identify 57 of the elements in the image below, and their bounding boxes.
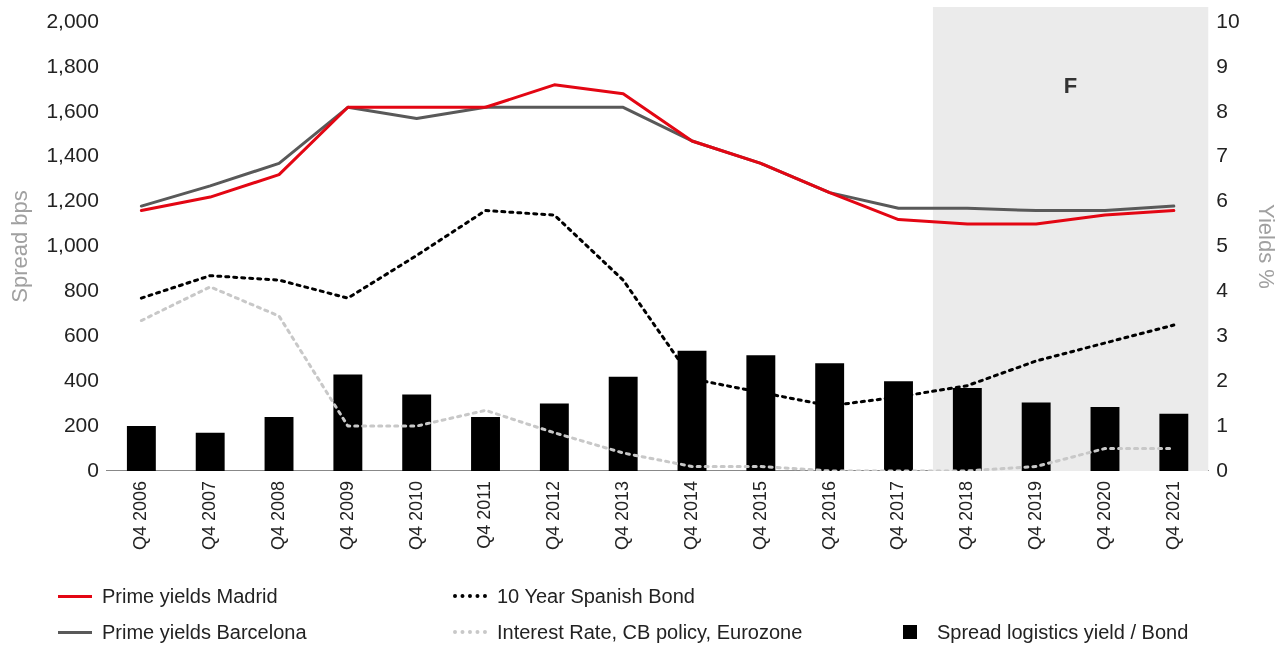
y2-tick-label: 7: [1216, 143, 1228, 167]
x-tick-label: Q4 2012: [543, 480, 564, 551]
x-tick-label: Q4 2006: [130, 480, 151, 551]
bar: [195, 432, 225, 471]
x-tick-label: Q4 2014: [680, 480, 701, 551]
x-tick-label: Q4 2017: [887, 480, 908, 551]
x-tick-label: Q4 2021: [1162, 480, 1183, 551]
y2-tick-label: 0: [1216, 457, 1228, 481]
y-tick-label: 1,000: [46, 233, 99, 257]
y-tick-label: 1,400: [46, 143, 99, 167]
legend-label: Interest Rate, CB policy, Eurozone: [497, 620, 803, 644]
x-tick-label: Q4 2007: [199, 480, 220, 551]
x-tick-label: Q4 2010: [405, 480, 426, 551]
legend-label: Spread logistics yield / Bond: [937, 620, 1189, 644]
bar: [1159, 413, 1189, 471]
bar: [126, 426, 156, 471]
y2-tick-label: 6: [1216, 188, 1228, 212]
x-tick-label: Q4 2019: [1025, 480, 1046, 551]
y-tick-label: 2,000: [46, 8, 99, 32]
bar: [1021, 402, 1051, 471]
legend-label: Prime yields Barcelona: [102, 620, 307, 644]
y-tick-label: 400: [63, 367, 99, 391]
y2-tick-label: 4: [1216, 278, 1229, 302]
y-tick-label: 600: [63, 323, 99, 347]
x-tick-label: Q4 2015: [749, 480, 770, 551]
y-axis-title: Spread bps: [7, 190, 33, 303]
y2-tick-label: 9: [1216, 53, 1228, 77]
y-tick-label: 0: [87, 457, 99, 481]
y-tick-label: 1,800: [46, 53, 99, 77]
legend-label: 10 Year Spanish Bond: [497, 584, 695, 608]
y-tick-label: 200: [63, 412, 99, 436]
bar: [264, 417, 294, 471]
y-tick-label: 1,200: [46, 188, 99, 212]
y-tick-label: 800: [63, 278, 99, 302]
y2-tick-label: 8: [1216, 98, 1228, 122]
y2-tick-label: 2: [1216, 367, 1228, 391]
y2-tick-label: 1: [1216, 412, 1228, 436]
x-tick-label: Q4 2013: [612, 480, 633, 551]
y2-tick-label: 5: [1216, 233, 1228, 257]
y2-tick-label: 10: [1216, 8, 1240, 32]
bar: [608, 376, 638, 471]
x-tick-label: Q4 2018: [956, 480, 977, 551]
y2-axis-title: Yields %: [1253, 204, 1279, 289]
band-label: F: [1063, 73, 1078, 99]
legend-label: Prime yields Madrid: [102, 584, 278, 608]
bar: [471, 417, 500, 471]
bar: [402, 394, 432, 471]
bar: [333, 374, 363, 471]
y2-tick-label: 3: [1216, 323, 1228, 347]
x-tick-label: Q4 2008: [268, 480, 288, 551]
x-tick-label: Q4 2020: [1093, 480, 1114, 551]
x-tick-label: Q4 2009: [336, 480, 357, 551]
y-tick-label: 1,600: [46, 98, 99, 122]
x-tick-label: Q4 2016: [818, 480, 839, 551]
x-tick-label: Q4 2011: [474, 480, 495, 549]
bar: [1090, 406, 1120, 471]
bar: [539, 403, 569, 471]
